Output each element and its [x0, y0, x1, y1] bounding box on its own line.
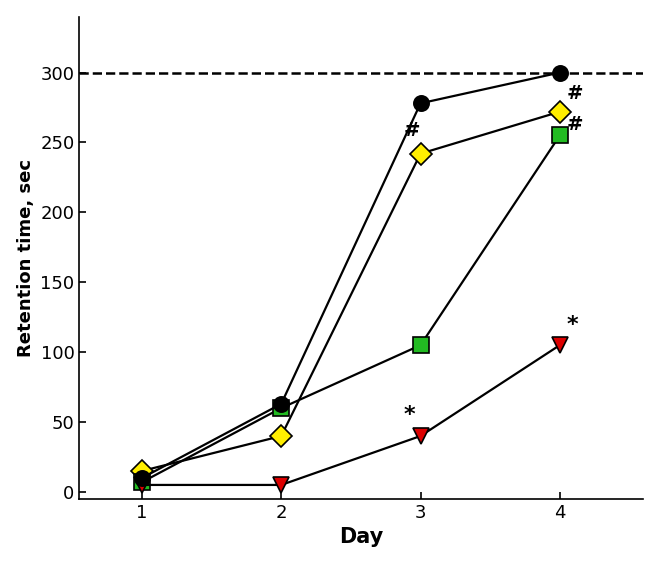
AMSC (single dose) — [277, 405, 285, 412]
HIL — [416, 433, 424, 439]
Text: #: # — [567, 115, 583, 134]
AMSC (single dose) — [556, 132, 564, 139]
Normal — [416, 100, 424, 107]
HIL — [556, 342, 564, 349]
Normal — [138, 474, 146, 481]
Line: AMSC (repeated dose): AMSC (repeated dose) — [135, 104, 568, 479]
AMSC (repeated dose) — [138, 468, 146, 474]
Normal — [277, 400, 285, 407]
Text: #: # — [567, 85, 583, 103]
Text: *: * — [404, 405, 415, 425]
AMSC (repeated dose) — [277, 433, 285, 439]
Normal — [556, 69, 564, 76]
AMSC (repeated dose) — [416, 150, 424, 157]
AMSC (single dose) — [138, 479, 146, 486]
AMSC (single dose) — [416, 342, 424, 349]
Line: AMSC (single dose): AMSC (single dose) — [135, 128, 568, 490]
X-axis label: Day: Day — [339, 527, 383, 547]
HIL — [138, 482, 146, 488]
Y-axis label: Retention time, sec: Retention time, sec — [16, 159, 35, 357]
AMSC (repeated dose) — [556, 108, 564, 115]
Text: #: # — [404, 121, 420, 140]
Text: *: * — [567, 315, 578, 336]
HIL — [277, 482, 285, 488]
Line: Normal: Normal — [135, 65, 568, 486]
Line: HIL: HIL — [134, 337, 568, 494]
